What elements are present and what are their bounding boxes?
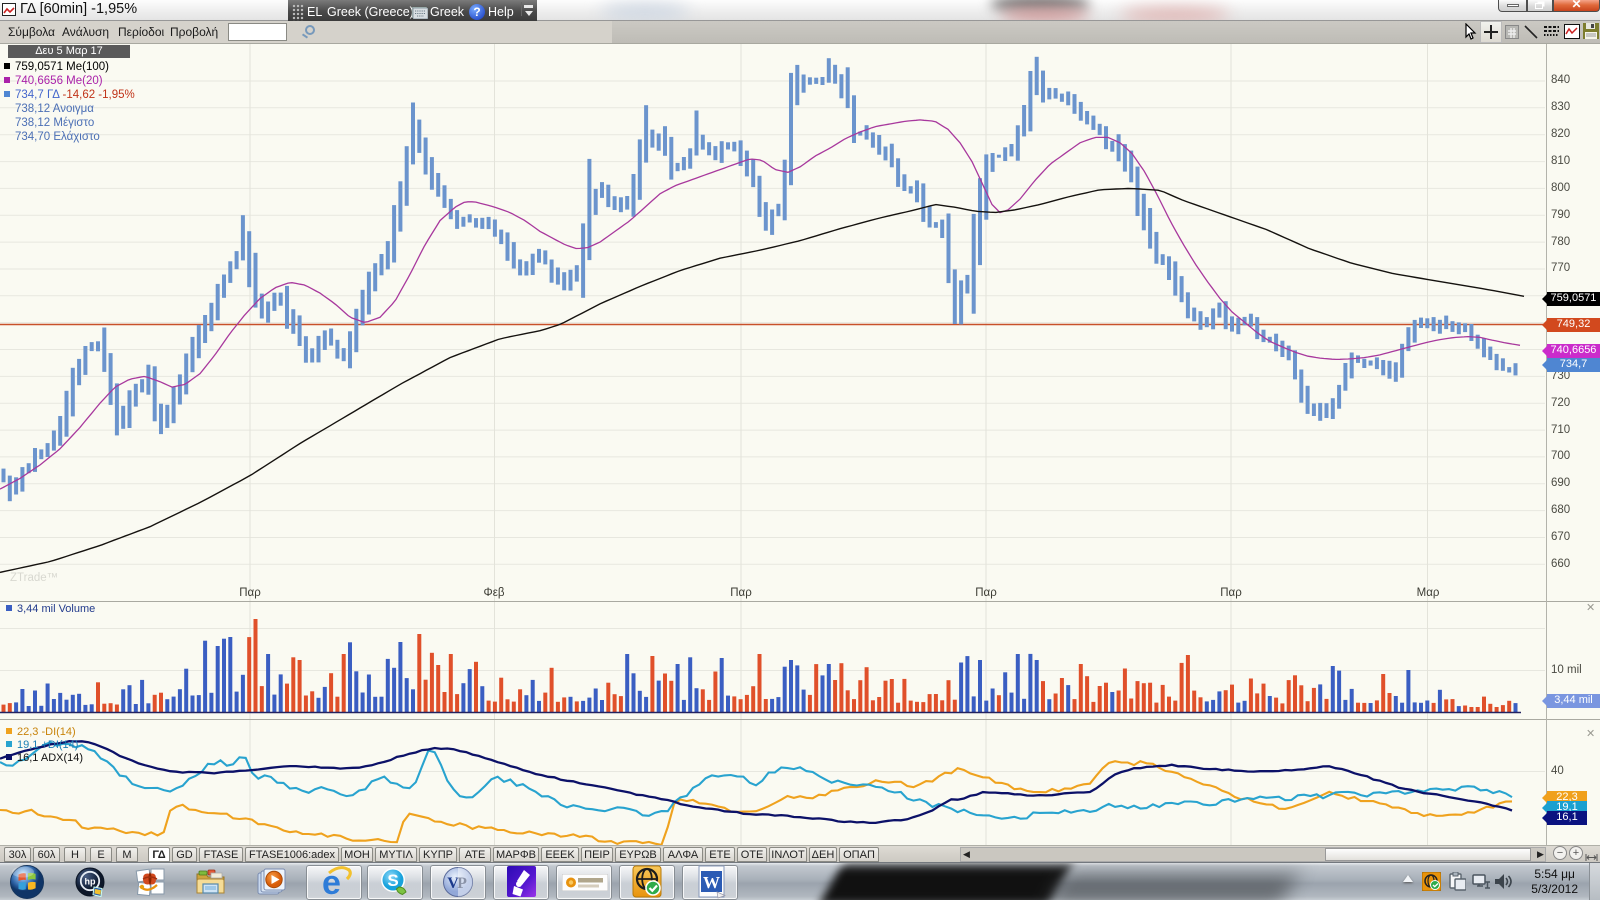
svg-text:hp: hp xyxy=(85,877,96,887)
svg-text:P: P xyxy=(457,875,467,892)
svg-text:e: e xyxy=(322,865,341,900)
svg-text:W: W xyxy=(703,873,720,892)
svg-text:S: S xyxy=(387,871,398,890)
svg-text:V: V xyxy=(447,875,459,892)
